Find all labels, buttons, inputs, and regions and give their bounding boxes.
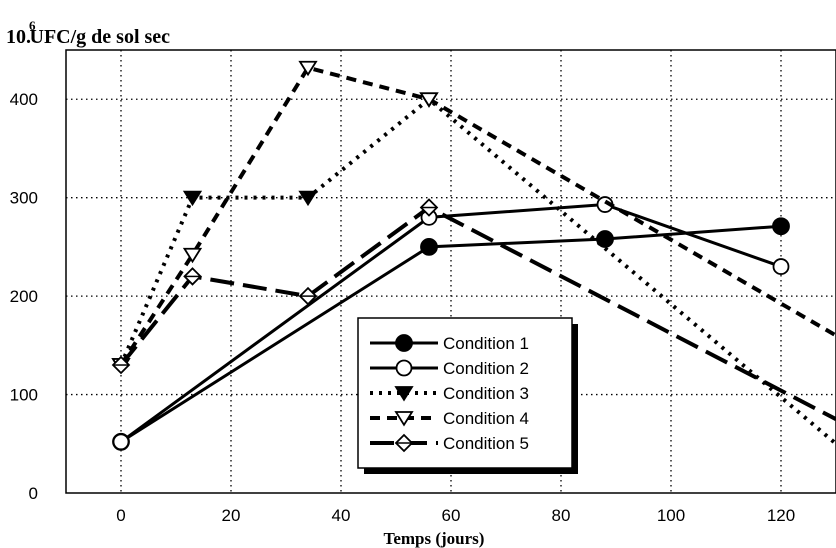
- y-axis-label-prefix: 10.: [6, 26, 31, 48]
- x-tick-label: 0: [116, 506, 125, 525]
- x-tick-label: 20: [222, 506, 241, 525]
- legend: Condition 1 Condition 2 Condition 3 Conditi…: [357, 317, 578, 474]
- y-axis-label-exponent: 6: [29, 18, 36, 33]
- legend-label: Condition 2: [443, 359, 529, 378]
- data-point: [298, 286, 318, 306]
- y-axis-label: 10.6 UFC/g de sol sec: [6, 18, 170, 48]
- data-point: [298, 60, 318, 77]
- axis-ticks: 0 20 40 60 80 100 120 0 100 200 300 400: [10, 90, 796, 525]
- legend-marker: [395, 334, 413, 352]
- data-point: [182, 190, 203, 207]
- y-axis-label-text: UFC/g de sol sec: [30, 26, 171, 48]
- series-2: [112, 196, 790, 451]
- y-tick-label: 200: [10, 287, 38, 306]
- data-point: [111, 355, 131, 375]
- legend-marker: [394, 386, 414, 402]
- series-line: [120, 224, 782, 444]
- legend-marker: [395, 359, 413, 377]
- y-tick-label: 0: [29, 484, 38, 503]
- plot-area: [65, 49, 836, 494]
- data-point: [298, 190, 318, 207]
- x-axis-label: Temps (jours): [384, 529, 485, 548]
- y-tick-label: 400: [10, 90, 38, 109]
- series-line: [119, 65, 836, 367]
- data-point: [772, 217, 790, 236]
- series-5: [111, 198, 836, 421]
- x-tick-label: 120: [767, 506, 795, 525]
- data-point: [420, 237, 438, 256]
- legend-label: Condition 3: [443, 384, 529, 403]
- x-tick-label: 100: [657, 506, 685, 525]
- legend-marker: [394, 433, 414, 453]
- data-point: [183, 267, 202, 286]
- series-line: [120, 203, 782, 444]
- legend-label: Condition 1: [443, 334, 529, 353]
- data-point: [772, 258, 790, 275]
- data-point: [182, 247, 203, 264]
- data-point: [419, 92, 439, 108]
- data-point: [419, 198, 439, 217]
- x-tick-label: 60: [442, 506, 461, 525]
- x-tick-label: 40: [332, 506, 351, 525]
- legend-label: Condition 5: [443, 434, 529, 453]
- legend-marker: [394, 411, 414, 427]
- y-tick-label: 300: [10, 189, 38, 208]
- series-lines: [111, 60, 836, 451]
- legend-label: Condition 4: [443, 409, 529, 428]
- x-tick-label: 80: [552, 506, 571, 525]
- data-point: [112, 433, 130, 451]
- y-tick-label: 100: [10, 386, 38, 405]
